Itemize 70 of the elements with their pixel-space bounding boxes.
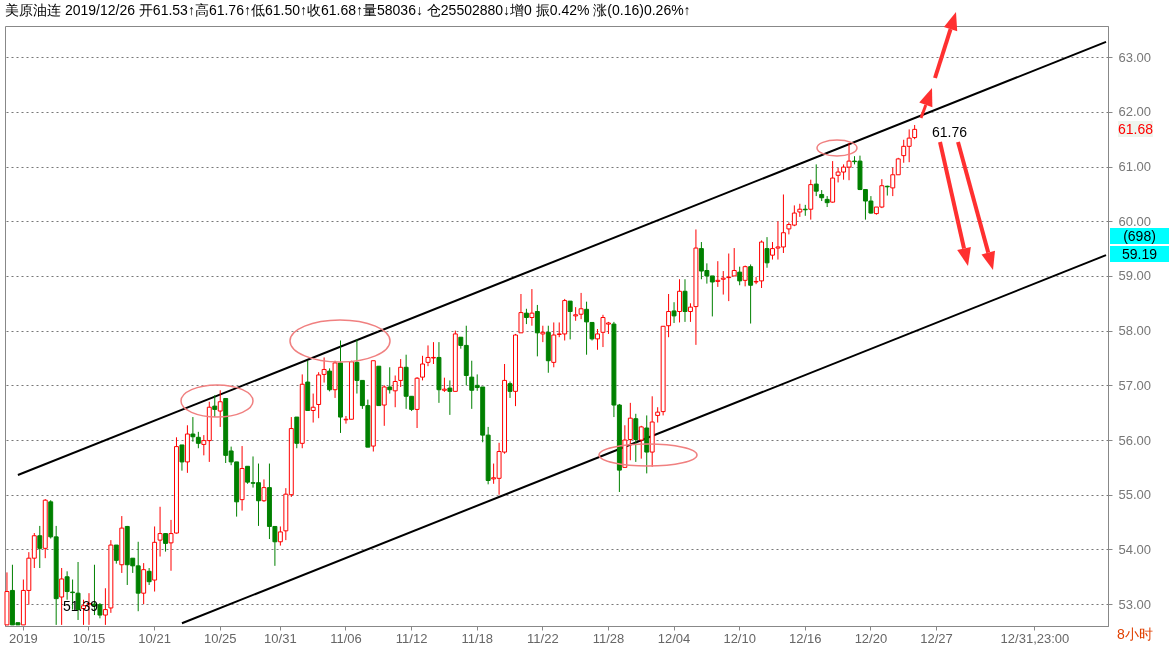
text: (698) bbox=[1110, 228, 1169, 244]
candlestick bbox=[327, 367, 333, 392]
candlestick bbox=[534, 304, 540, 357]
x-tick-label: 10/25 bbox=[203, 630, 237, 646]
x-tick-label: 11/18 bbox=[461, 630, 493, 646]
x-tick-label: 12/16 bbox=[789, 630, 822, 646]
x-tick-label: 12/27 bbox=[920, 630, 953, 646]
candlestick bbox=[813, 163, 819, 197]
candlestick bbox=[310, 393, 316, 424]
y-tick-label: 55.00 bbox=[1118, 487, 1152, 503]
candlestick bbox=[529, 288, 535, 327]
x-tick-label: 12/31,23:00 bbox=[1000, 630, 1070, 646]
candlestick bbox=[59, 567, 65, 626]
candlestick bbox=[671, 301, 677, 324]
candlestick bbox=[677, 278, 682, 323]
candlestick bbox=[37, 525, 43, 569]
y-tick-label: 62.00 bbox=[1118, 104, 1152, 120]
candlestick bbox=[748, 263, 754, 325]
y-tick-label: 60.00 bbox=[1118, 213, 1152, 229]
candlestick bbox=[682, 278, 688, 323]
candlestick bbox=[157, 506, 163, 558]
candlestick bbox=[102, 587, 108, 626]
x-tick-label: 10/21 bbox=[138, 630, 171, 646]
candlestick bbox=[764, 236, 770, 269]
candlestick bbox=[113, 544, 119, 565]
candlestick bbox=[163, 532, 169, 553]
x-tick-label: 10/31 bbox=[264, 630, 297, 646]
y-tick-label: 56.00 bbox=[1118, 432, 1152, 448]
candlestick bbox=[447, 379, 453, 416]
x-tick-label: 11/28 bbox=[592, 630, 625, 646]
candlestick bbox=[141, 562, 147, 605]
candlestick bbox=[277, 525, 283, 547]
y-tick-label: 53.00 bbox=[1118, 596, 1152, 612]
candlestick bbox=[420, 355, 425, 381]
candlestick bbox=[261, 478, 267, 503]
y-tick-label: 54.00 bbox=[1118, 541, 1152, 557]
candlestick bbox=[217, 389, 223, 428]
candlestick bbox=[666, 293, 672, 338]
y-tick-label: 58.00 bbox=[1118, 323, 1152, 339]
candlestick bbox=[518, 293, 524, 334]
candlestick bbox=[392, 375, 398, 408]
text: 8小时 bbox=[1117, 626, 1153, 642]
candlestick bbox=[212, 394, 218, 418]
candlestick bbox=[381, 384, 387, 427]
candlestick bbox=[595, 328, 600, 351]
y-tick-label: 61.00 bbox=[1118, 159, 1152, 175]
y-tick-label: 63.00 bbox=[1118, 49, 1152, 65]
candlestick bbox=[398, 358, 404, 388]
candlestick bbox=[190, 416, 196, 443]
x-tick-label: 2019 bbox=[8, 630, 38, 646]
candlestick bbox=[567, 300, 573, 340]
candlestick bbox=[638, 425, 644, 460]
y-tick-label: 59.00 bbox=[1118, 268, 1152, 284]
x-tick-label: 12/10 bbox=[723, 630, 756, 646]
candlestick bbox=[387, 366, 393, 395]
candlestick bbox=[179, 444, 185, 472]
chart-title: 美原油连 2019/12/26 开61.53↑高61.76↑低61.50↑收61.68↑量58036↓ 仓25502880↓增0 振0.42% 涨(0.16)0.26%↑ bbox=[5, 2, 691, 18]
text: 61.68 bbox=[1118, 121, 1154, 137]
y-tick-label: 57.00 bbox=[1118, 377, 1152, 393]
candlestick bbox=[633, 413, 639, 463]
candlestick bbox=[715, 260, 721, 288]
x-tick-label: 10/15 bbox=[72, 630, 106, 646]
x-tick-label: 12/04 bbox=[657, 630, 691, 646]
text: 59.19 bbox=[1110, 246, 1169, 262]
candlestick bbox=[737, 266, 743, 286]
x-tick-label: 11/06 bbox=[330, 630, 362, 646]
x-tick-label: 11/12 bbox=[395, 630, 428, 646]
annotation: 61.76 bbox=[932, 124, 968, 140]
x-tick-label: 11/22 bbox=[527, 630, 559, 646]
x-tick-label: 12/20 bbox=[854, 630, 888, 646]
